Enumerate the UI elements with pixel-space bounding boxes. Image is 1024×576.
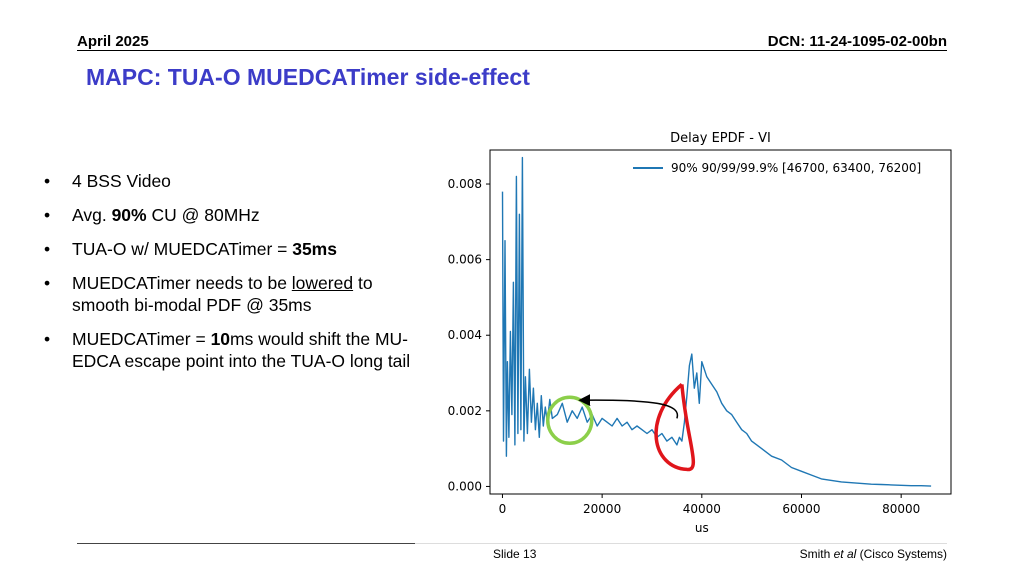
slide-author: Smith et al (Cisco Systems)	[800, 547, 947, 561]
legend-label: 90% 90/99/99.9% [46700, 63400, 76200]	[671, 161, 921, 175]
bullet-dot-icon: •	[44, 171, 51, 191]
bullet-text: Avg.	[72, 205, 112, 225]
x-tick-label: 20000	[583, 502, 621, 516]
bullet-item: • 4 BSS Video	[44, 170, 416, 192]
annotation-green-circle	[545, 395, 594, 446]
y-tick-label: 0.004	[448, 328, 482, 342]
series-line	[501, 156, 932, 487]
bullet-text: 35ms	[292, 239, 337, 259]
bullet-dot-icon: •	[44, 329, 51, 349]
x-tick-label: 40000	[683, 502, 721, 516]
bullet-text: MUEDCATimer needs to be	[72, 273, 292, 293]
x-axis-label: us	[695, 521, 709, 535]
bullet-text: TUA-O w/ MUEDCATimer =	[72, 239, 293, 259]
author-affiliation: (Cisco Systems)	[856, 547, 947, 561]
bullet-text: CU @ 80MHz	[146, 205, 260, 225]
x-tick-label: 60000	[782, 502, 820, 516]
y-tick-label: 0.002	[448, 404, 482, 418]
bullet-text: 4 BSS Video	[72, 171, 171, 191]
bullet-text: MUEDCATimer =	[72, 329, 211, 349]
x-tick-label: 0	[499, 502, 507, 516]
footer-divider-right	[415, 543, 947, 544]
slide-date: April 2025	[77, 33, 149, 50]
bullet-item: • MUEDCATimer needs to be lowered to smoo…	[44, 272, 416, 316]
x-tick-label: 80000	[882, 502, 920, 516]
chart-title: Delay EPDF - VI	[670, 131, 771, 146]
annotation-red-circle	[654, 383, 695, 472]
bullet-text: 90%	[111, 205, 147, 225]
plot-frame	[489, 149, 952, 495]
slide-title: MAPC: TUA-O MUEDCATimer side-effect	[86, 64, 530, 90]
bullet-item: • TUA-O w/ MUEDCATimer = 35ms	[44, 238, 416, 260]
bullet-item: • Avg. 90% CU @ 80MHz	[44, 204, 416, 226]
header-divider	[77, 50, 947, 51]
bullet-text: 10	[210, 329, 231, 349]
bullet-dot-icon: •	[44, 205, 51, 225]
slide-dcn: DCN: 11-24-1095-02-00bn	[767, 33, 947, 50]
y-tick-label: 0.006	[448, 253, 482, 267]
bullet-list: • 4 BSS Video • Avg. 90% CU @ 80MHz • TUA-O w…	[44, 170, 416, 384]
bullet-text: lowered	[291, 273, 354, 293]
footer-divider-left	[77, 543, 415, 544]
y-tick-label: 0.000	[448, 479, 482, 493]
bullet-text: ms would shift the MU-EDCA escape point …	[72, 329, 411, 371]
bullet-item: • MUEDCATimer = 10ms would shift the MU-E…	[44, 328, 416, 372]
bullet-text: to smooth bi-modal PDF @ 35ms	[72, 273, 373, 315]
slide-number: Slide 13	[493, 547, 537, 561]
bullet-dot-icon: •	[44, 273, 51, 293]
bullet-dot-icon: •	[44, 239, 51, 259]
annotation-arrow	[578, 394, 679, 419]
y-tick-label: 0.008	[448, 177, 482, 191]
author-etal: et al	[833, 547, 857, 561]
author-name: Smith	[799, 547, 834, 561]
